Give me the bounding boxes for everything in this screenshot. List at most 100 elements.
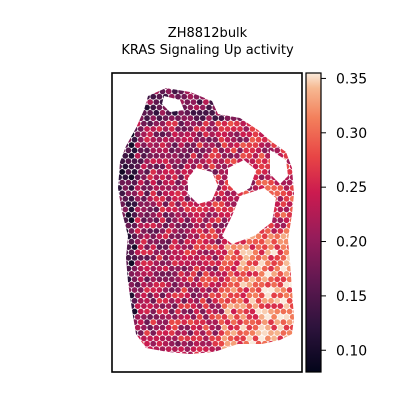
tissue-spot	[153, 206, 160, 213]
tissue-spot	[181, 93, 188, 100]
tissue-spot	[153, 174, 160, 181]
tissue-spot	[165, 152, 172, 159]
chart-title: ZH8812bulk	[167, 26, 248, 41]
tissue-spot	[168, 201, 175, 208]
colorbar-frame	[305, 72, 322, 373]
tissue-spot	[289, 174, 294, 181]
tissue-spot	[125, 179, 132, 186]
tissue-spot	[203, 142, 209, 149]
tissue-spot	[249, 287, 256, 293]
tissue-spot	[234, 260, 240, 267]
tissue-spot	[153, 271, 160, 277]
tissue-spot	[280, 212, 287, 218]
tissue-spot	[144, 276, 150, 283]
tissue-spot	[172, 88, 178, 95]
tissue-spot	[175, 319, 181, 326]
tissue-spot	[256, 362, 262, 368]
tissue-spot	[255, 351, 262, 354]
tissue-spot	[230, 287, 237, 293]
tissue-spot	[150, 287, 157, 293]
tissue-spot	[137, 330, 144, 336]
tissue-spot	[150, 330, 157, 336]
tissue-spot	[230, 126, 237, 132]
tissue-spot	[125, 222, 132, 229]
tissue-spot	[134, 260, 141, 267]
tissue-spot	[237, 340, 243, 347]
tissue-spot	[199, 244, 206, 251]
tissue-spot	[215, 131, 222, 138]
tissue-spot	[290, 357, 296, 363]
tissue-spot	[131, 319, 138, 326]
tissue-spot	[172, 357, 178, 363]
colorbar-tick-label: 0.25	[336, 180, 367, 196]
tissue-spot	[134, 120, 141, 127]
tissue-spot	[122, 260, 129, 267]
tissue-spot	[255, 126, 262, 132]
tissue-spot	[190, 163, 197, 170]
tissue-spot	[144, 265, 150, 272]
tissue-spot	[175, 233, 181, 240]
tissue-spot	[141, 238, 147, 245]
tissue-spot	[118, 195, 122, 202]
tissue-spot	[156, 190, 163, 197]
tissue-spot	[255, 276, 262, 283]
tissue-spot	[193, 147, 200, 154]
tissue-spot	[128, 281, 135, 288]
tissue-spot	[168, 158, 175, 165]
tissue-spot	[265, 346, 271, 352]
chart-subtitle: KRAS Signaling Up activity	[121, 43, 294, 58]
tissue-spot	[165, 217, 172, 224]
tissue-spot	[165, 238, 172, 245]
tissue-spot	[172, 238, 178, 245]
tissue-spot	[144, 190, 150, 197]
tissue-spot	[168, 179, 175, 186]
tissue-spot	[150, 158, 157, 165]
tissue-spot	[144, 254, 150, 261]
tissue-spot	[258, 281, 265, 288]
tissue-spot	[134, 238, 141, 245]
tissue-spot	[240, 303, 247, 309]
tissue-spot	[274, 254, 281, 261]
tissue-spot	[268, 330, 274, 336]
tissue-spot	[134, 206, 141, 213]
tissue-spot	[265, 99, 271, 105]
tissue-spot	[175, 212, 181, 218]
tissue-spot	[141, 142, 147, 149]
tissue-spot	[221, 131, 228, 138]
tissue-spot	[196, 314, 203, 320]
tissue-spot	[181, 351, 188, 354]
tissue-spot	[175, 147, 181, 154]
tissue-spot	[153, 185, 160, 191]
tissue-spot	[153, 120, 160, 127]
tissue-spot	[137, 276, 144, 283]
tissue-spot	[292, 340, 294, 347]
tissue-spot	[277, 303, 284, 309]
tissue-spot	[253, 357, 259, 363]
tissue-spot	[234, 152, 240, 159]
tissue-spot	[206, 222, 212, 229]
tissue-spot	[128, 185, 135, 191]
tissue-spot	[137, 158, 144, 165]
tissue-spot	[165, 346, 172, 352]
tissue-spot	[193, 297, 200, 304]
tissue-spot	[255, 319, 262, 326]
tissue-spot	[271, 238, 277, 245]
tissue-spot	[144, 340, 150, 347]
tissue-spot	[289, 131, 294, 138]
tissue-spot	[193, 93, 200, 100]
tissue-spot	[144, 179, 150, 186]
tissue-spot	[224, 104, 231, 111]
tissue-spot	[209, 281, 216, 288]
tissue-spot	[172, 152, 178, 159]
tissue-spot	[203, 163, 209, 170]
tissue-spot	[118, 346, 122, 353]
tissue-spot	[286, 147, 293, 154]
tissue-spot	[184, 195, 191, 202]
tissue-spot	[168, 233, 175, 240]
tissue-spot	[156, 88, 163, 89]
tissue-spot	[118, 292, 122, 299]
tissue-spot	[125, 265, 132, 272]
tissue-spot	[286, 212, 293, 218]
tissue-spot	[215, 109, 222, 116]
tissue-spot	[277, 228, 284, 234]
